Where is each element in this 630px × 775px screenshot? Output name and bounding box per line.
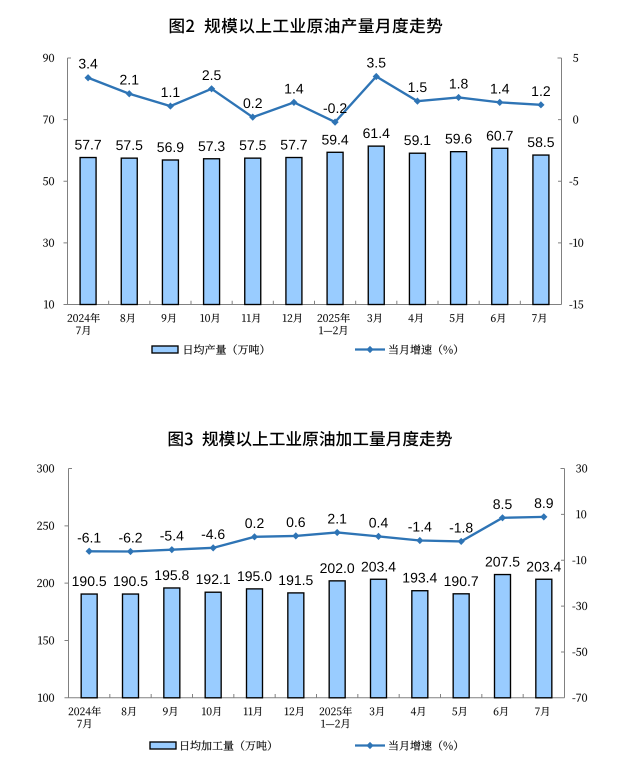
svg-text:8.5: 8.5 xyxy=(493,496,513,512)
svg-text:207.5: 207.5 xyxy=(485,554,520,570)
svg-text:1.8: 1.8 xyxy=(449,75,469,91)
svg-text:3.4: 3.4 xyxy=(78,56,98,72)
svg-text:3.5: 3.5 xyxy=(367,54,387,70)
svg-text:57.5: 57.5 xyxy=(116,137,143,153)
svg-text:2.1: 2.1 xyxy=(120,72,140,88)
svg-text:-0.2: -0.2 xyxy=(323,100,347,116)
svg-text:0.6: 0.6 xyxy=(286,514,306,530)
svg-text:1.5: 1.5 xyxy=(408,79,428,95)
svg-text:203.4: 203.4 xyxy=(526,558,561,574)
svg-text:-6.2: -6.2 xyxy=(118,530,142,546)
svg-text:58.5: 58.5 xyxy=(527,134,554,150)
svg-text:191.5: 191.5 xyxy=(278,572,313,588)
svg-text:-1.8: -1.8 xyxy=(449,519,473,535)
svg-text:195.0: 195.0 xyxy=(237,568,272,584)
svg-text:0.4: 0.4 xyxy=(369,514,389,530)
svg-text:2.5: 2.5 xyxy=(202,67,222,83)
svg-text:0.2: 0.2 xyxy=(243,95,263,111)
svg-text:-5.4: -5.4 xyxy=(160,528,184,544)
svg-text:190.5: 190.5 xyxy=(113,573,148,589)
svg-text:203.4: 203.4 xyxy=(361,558,396,574)
svg-text:57.7: 57.7 xyxy=(74,137,101,153)
svg-text:202.0: 202.0 xyxy=(320,560,355,576)
svg-text:2.1: 2.1 xyxy=(327,510,347,526)
svg-text:61.4: 61.4 xyxy=(363,125,390,141)
svg-text:190.7: 190.7 xyxy=(444,573,479,589)
svg-text:190.5: 190.5 xyxy=(72,573,107,589)
svg-text:195.8: 195.8 xyxy=(154,567,189,583)
svg-text:1.2: 1.2 xyxy=(531,83,551,99)
svg-text:8.9: 8.9 xyxy=(534,495,554,511)
svg-text:-1.4: -1.4 xyxy=(408,519,432,535)
svg-text:192.1: 192.1 xyxy=(196,571,231,587)
svg-text:-4.6: -4.6 xyxy=(201,526,225,542)
svg-text:60.7: 60.7 xyxy=(486,127,513,143)
svg-text:59.6: 59.6 xyxy=(445,131,472,147)
svg-text:57.3: 57.3 xyxy=(198,138,225,154)
svg-text:57.7: 57.7 xyxy=(280,137,307,153)
svg-text:56.9: 56.9 xyxy=(157,139,184,155)
svg-text:57.5: 57.5 xyxy=(239,137,266,153)
svg-text:0.2: 0.2 xyxy=(245,515,265,531)
svg-text:59.1: 59.1 xyxy=(404,132,431,148)
svg-text:193.4: 193.4 xyxy=(402,570,437,586)
svg-text:-6.1: -6.1 xyxy=(77,529,101,545)
svg-text:1.1: 1.1 xyxy=(161,84,181,100)
svg-text:1.4: 1.4 xyxy=(490,80,510,96)
svg-text:59.4: 59.4 xyxy=(321,131,348,147)
svg-text:1.4: 1.4 xyxy=(284,80,304,96)
